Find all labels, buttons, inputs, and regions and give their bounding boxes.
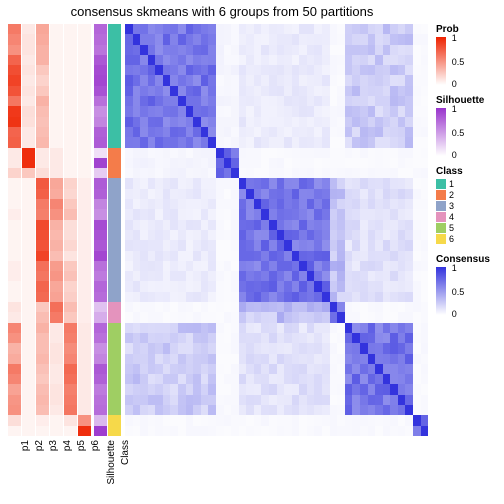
plot-area <box>8 24 428 436</box>
legend-consensus: Consensus 1 0.5 0 <box>436 254 500 315</box>
legends-panel: Prob 1 0.5 0 Silhouette 1 0.5 0 Class 12… <box>436 24 500 325</box>
legend-silhouette-gradient <box>436 108 446 156</box>
tick: 1 <box>452 104 457 114</box>
axis-label-p4: p4 <box>62 440 73 451</box>
legend-silhouette-title: Silhouette <box>436 95 500 106</box>
prob-column-p3 <box>36 24 49 436</box>
prob-column-p6 <box>78 24 91 436</box>
axis-label-silhouette: Silhouette <box>106 440 117 484</box>
tick: 1 <box>452 33 457 43</box>
legend-class: Class 123456 <box>436 166 500 244</box>
class-swatch-6: 6 <box>436 234 500 244</box>
tick: 0.5 <box>452 287 465 297</box>
axis-label-p6: p6 <box>90 440 101 451</box>
tick: 0.5 <box>452 128 465 138</box>
prob-column-p4 <box>50 24 63 436</box>
class-swatch-4: 4 <box>436 212 500 222</box>
silhouette-column <box>94 24 107 436</box>
legend-silhouette: Silhouette 1 0.5 0 <box>436 95 500 156</box>
axis-label-p5: p5 <box>76 440 87 451</box>
prob-column-p2 <box>22 24 35 436</box>
axis-label-class: Class <box>120 440 131 465</box>
legend-prob-title: Prob <box>436 24 500 35</box>
tick: 0.5 <box>452 57 465 67</box>
legend-class-swatches: 123456 <box>436 179 500 244</box>
axis-label-p1: p1 <box>20 440 31 451</box>
class-swatch-1: 1 <box>436 179 500 189</box>
tick: 0 <box>452 150 457 160</box>
legend-class-title: Class <box>436 166 500 177</box>
legend-prob-gradient <box>436 37 446 85</box>
prob-column-p5 <box>64 24 77 436</box>
class-swatch-2: 2 <box>436 190 500 200</box>
tick: 1 <box>452 263 457 273</box>
legend-prob: Prob 1 0.5 0 <box>436 24 500 85</box>
tick: 0 <box>452 309 457 319</box>
prob-column-p1 <box>8 24 21 436</box>
class-swatch-5: 5 <box>436 223 500 233</box>
axis-label-p3: p3 <box>48 440 59 451</box>
tick: 0 <box>452 79 457 89</box>
class-column <box>108 24 121 436</box>
legend-consensus-gradient <box>436 267 446 315</box>
consensus-heatmap <box>125 24 428 436</box>
class-swatch-3: 3 <box>436 201 500 211</box>
axis-label-p2: p2 <box>34 440 45 451</box>
chart-title: consensus skmeans with 6 groups from 50 … <box>0 4 444 19</box>
legend-consensus-title: Consensus <box>436 254 500 265</box>
